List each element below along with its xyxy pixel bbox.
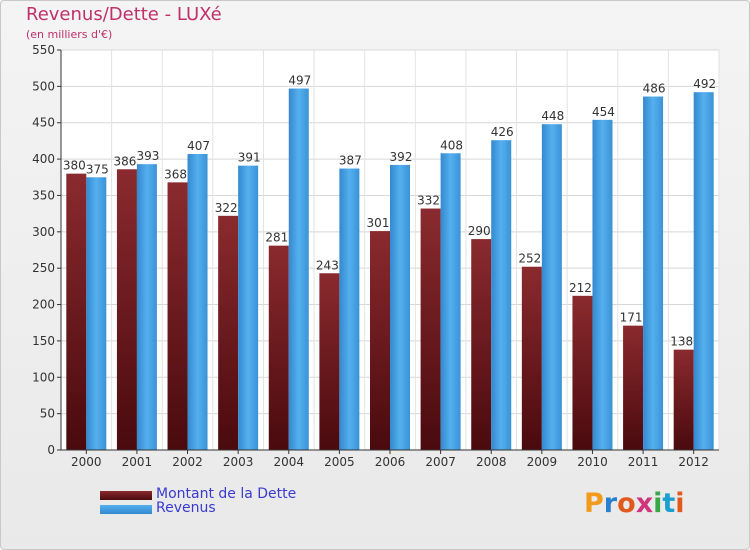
- y-tick-label: 450: [32, 116, 55, 130]
- y-tick-label: 550: [32, 43, 55, 57]
- x-tick-label: 2003: [223, 455, 254, 469]
- data-label: 375: [86, 162, 109, 176]
- y-tick-label: 500: [32, 79, 55, 93]
- x-tick-label: 2000: [71, 455, 102, 469]
- data-label: 243: [316, 258, 339, 272]
- bar-revenus: [491, 140, 512, 450]
- x-tick-label: 2002: [172, 455, 203, 469]
- bar-dette: [218, 215, 239, 450]
- legend-label-dette: Montant de la Dette: [156, 486, 297, 502]
- bar-revenus: [693, 92, 714, 450]
- x-tick-label: 2006: [375, 455, 406, 469]
- data-label: 212: [569, 281, 592, 295]
- data-label: 281: [265, 231, 288, 245]
- x-tick-label: 2005: [324, 455, 355, 469]
- axes: 0 50 100 150 200 250 300 350 400 450 500 550 2000 200…: [32, 43, 719, 469]
- chart-subtitle: (en milliers d'€): [26, 28, 113, 41]
- x-tick-label: 2007: [425, 455, 456, 469]
- y-tick-label: 200: [32, 298, 55, 312]
- bar-revenus: [643, 96, 664, 450]
- legend-label-revenus: Revenus: [156, 500, 216, 516]
- x-tick-label: 2010: [577, 455, 608, 469]
- bar-revenus: [187, 154, 208, 450]
- bar-dette: [572, 295, 593, 450]
- logo-letter: i: [653, 488, 663, 519]
- data-label: 290: [468, 224, 491, 238]
- data-label: 301: [367, 216, 390, 230]
- bar-dette: [420, 208, 441, 450]
- logo-letter: i: [675, 488, 685, 519]
- data-label: 171: [620, 311, 643, 325]
- logo-letter: x: [635, 488, 654, 519]
- logo-letter: t: [662, 488, 676, 519]
- data-label: 393: [136, 149, 159, 163]
- bar-dette: [673, 349, 694, 450]
- y-tick-label: 0: [47, 443, 55, 457]
- data-label: 138: [670, 335, 693, 349]
- legend-swatch-dette: [100, 491, 152, 500]
- bars: [66, 88, 714, 451]
- bar-revenus: [136, 164, 157, 450]
- legend-swatch-revenus: [100, 505, 152, 514]
- logo-letter: r: [603, 488, 618, 519]
- data-label: 380: [63, 159, 86, 173]
- data-label: 322: [215, 201, 238, 215]
- bar-dette: [521, 266, 542, 450]
- data-label: 332: [417, 194, 440, 208]
- bar-dette: [370, 231, 390, 450]
- chart-title: Revenus/Dette - LUXé: [26, 4, 222, 25]
- data-label: 497: [288, 74, 311, 88]
- bar-revenus: [541, 124, 562, 450]
- data-label: 426: [491, 125, 514, 139]
- bar-revenus: [288, 88, 309, 450]
- bar-dette: [623, 325, 644, 450]
- proxiti-logo: Proxiti: [584, 488, 685, 519]
- bar-dette: [268, 245, 289, 450]
- y-tick-label: 300: [32, 225, 55, 239]
- data-label: 392: [390, 150, 413, 164]
- x-tick-label: 2004: [273, 455, 304, 469]
- x-tick-label: 2012: [678, 455, 709, 469]
- data-label: 454: [592, 105, 615, 119]
- x-tick-label: 2008: [476, 455, 507, 469]
- bar-revenus: [592, 119, 613, 451]
- data-label: 448: [541, 109, 564, 123]
- data-label: 408: [440, 138, 463, 152]
- y-tick-label: 350: [32, 188, 55, 202]
- data-label: 391: [238, 151, 261, 165]
- x-tick-label: 2011: [628, 455, 659, 469]
- logo-letter: o: [617, 488, 636, 519]
- y-tick-label: 250: [32, 261, 55, 275]
- data-label: 486: [643, 82, 666, 96]
- bar-revenus: [440, 153, 461, 451]
- bar-revenus: [86, 177, 107, 451]
- data-label: 407: [187, 139, 210, 153]
- bar-dette: [116, 169, 137, 451]
- bar-dette: [319, 273, 340, 450]
- x-tick-label: 2009: [527, 455, 558, 469]
- bar-dette: [471, 239, 492, 450]
- bar-dette: [167, 182, 188, 450]
- y-tick-label: 400: [32, 152, 55, 166]
- x-tick-label: 2001: [122, 455, 153, 469]
- data-label: 368: [164, 167, 187, 181]
- data-label: 252: [518, 252, 541, 266]
- y-tick-label: 150: [32, 334, 55, 348]
- bar-revenus: [238, 165, 259, 451]
- y-tick-label: 50: [40, 407, 55, 421]
- y-tick-label: 100: [32, 370, 55, 384]
- bar-dette: [66, 173, 87, 451]
- bar-revenus: [390, 164, 410, 450]
- data-label: 387: [339, 154, 362, 168]
- data-label: 492: [693, 77, 716, 91]
- bar-revenus: [339, 168, 360, 450]
- logo-letter: P: [584, 488, 604, 519]
- data-label: 386: [113, 154, 136, 168]
